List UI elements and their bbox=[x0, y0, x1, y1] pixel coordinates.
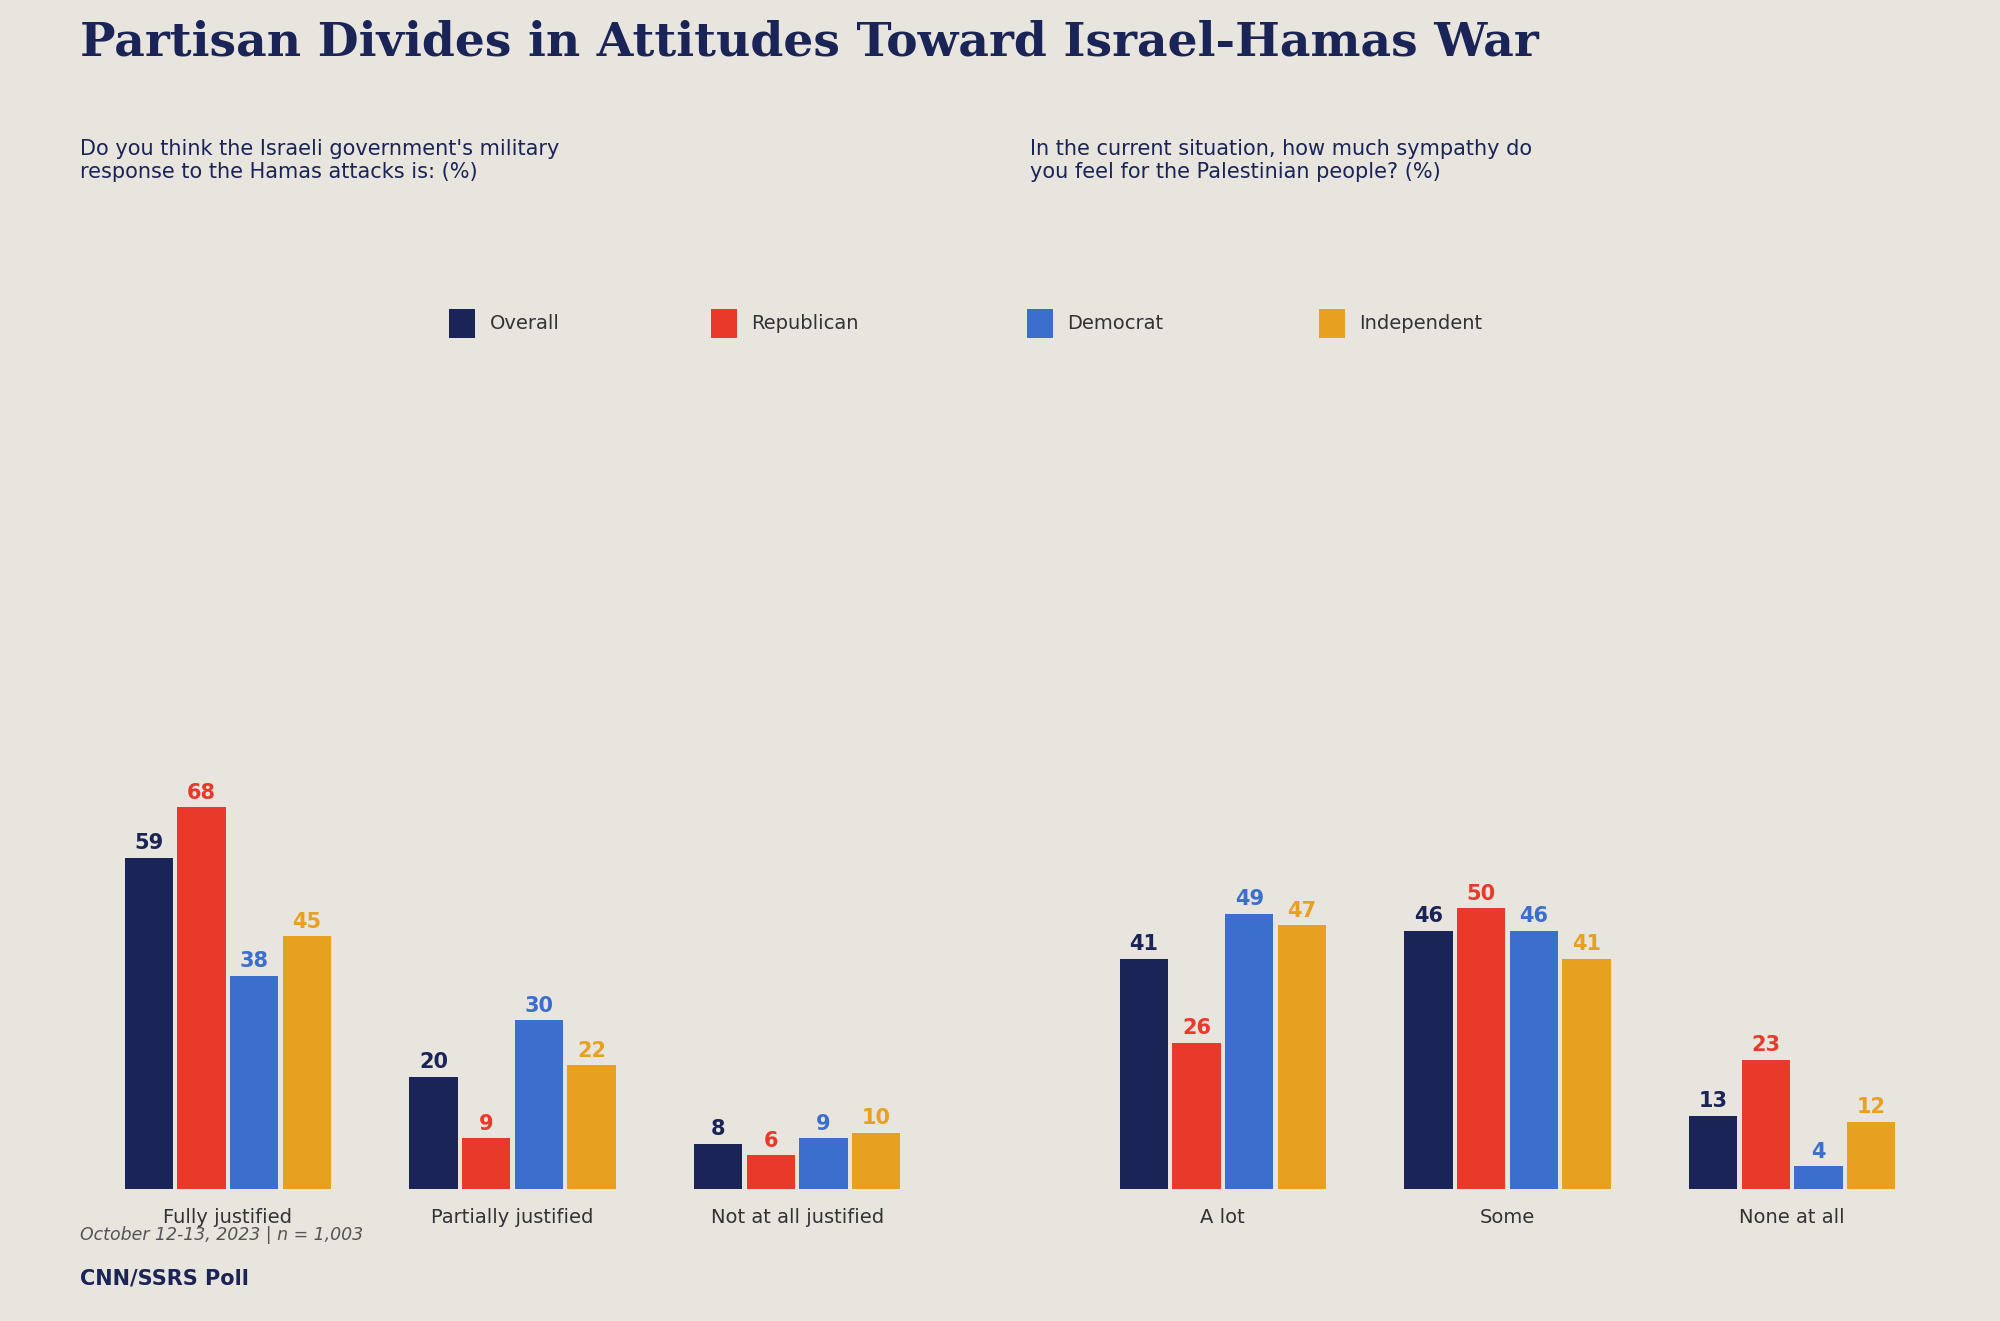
Bar bbox=[800, 1139, 848, 1189]
Bar bbox=[282, 937, 332, 1189]
Text: 9: 9 bbox=[816, 1114, 830, 1133]
Text: In the current situation, how much sympathy do
you feel for the Palestinian peop: In the current situation, how much sympa… bbox=[1030, 139, 1532, 182]
Text: 50: 50 bbox=[1466, 884, 1496, 904]
Text: 13: 13 bbox=[1698, 1091, 1728, 1111]
Text: Do you think the Israeli government's military
response to the Hamas attacks is:: Do you think the Israeli government's mi… bbox=[80, 139, 560, 182]
Text: 20: 20 bbox=[420, 1052, 448, 1073]
Text: 46: 46 bbox=[1414, 906, 1442, 926]
Bar bbox=[1794, 1166, 1842, 1189]
Text: October 12-13, 2023 | n = 1,003: October 12-13, 2023 | n = 1,003 bbox=[80, 1226, 364, 1244]
Text: Independent: Independent bbox=[1360, 314, 1482, 333]
Bar bbox=[746, 1155, 796, 1189]
Bar bbox=[852, 1132, 900, 1189]
Bar bbox=[178, 807, 226, 1189]
Bar bbox=[1224, 914, 1274, 1189]
Bar bbox=[1456, 908, 1506, 1189]
Bar bbox=[1120, 959, 1168, 1189]
Bar bbox=[1742, 1059, 1790, 1189]
Bar bbox=[1846, 1122, 1896, 1189]
Bar bbox=[462, 1139, 510, 1189]
Text: Overall: Overall bbox=[490, 314, 560, 333]
Text: 38: 38 bbox=[240, 951, 268, 971]
Text: 12: 12 bbox=[1856, 1096, 1886, 1118]
Text: 46: 46 bbox=[1520, 906, 1548, 926]
Bar bbox=[1172, 1044, 1220, 1189]
Text: 6: 6 bbox=[764, 1131, 778, 1151]
Text: Republican: Republican bbox=[752, 314, 858, 333]
Text: 9: 9 bbox=[478, 1114, 494, 1133]
Bar bbox=[1510, 930, 1558, 1189]
Text: 26: 26 bbox=[1182, 1018, 1212, 1038]
Text: Democrat: Democrat bbox=[1068, 314, 1164, 333]
Text: CNN/SSRS Poll: CNN/SSRS Poll bbox=[80, 1268, 248, 1288]
Text: 41: 41 bbox=[1572, 934, 1600, 954]
Text: 30: 30 bbox=[524, 996, 554, 1016]
Text: 45: 45 bbox=[292, 911, 322, 931]
Text: Partisan Divides in Attitudes Toward Israel-Hamas War: Partisan Divides in Attitudes Toward Isr… bbox=[80, 20, 1538, 66]
Text: 41: 41 bbox=[1130, 934, 1158, 954]
Bar bbox=[1688, 1116, 1738, 1189]
Text: 23: 23 bbox=[1752, 1036, 1780, 1055]
Bar bbox=[514, 1020, 564, 1189]
Text: 68: 68 bbox=[188, 782, 216, 803]
Bar bbox=[568, 1065, 616, 1189]
Bar bbox=[694, 1144, 742, 1189]
Text: 59: 59 bbox=[134, 834, 164, 853]
Bar bbox=[410, 1077, 458, 1189]
Bar bbox=[230, 975, 278, 1189]
Bar bbox=[1562, 959, 1610, 1189]
Text: 4: 4 bbox=[1812, 1141, 1826, 1162]
Text: 22: 22 bbox=[578, 1041, 606, 1061]
Text: 49: 49 bbox=[1234, 889, 1264, 909]
Text: 8: 8 bbox=[710, 1119, 726, 1140]
Text: 10: 10 bbox=[862, 1108, 890, 1128]
Bar bbox=[1404, 930, 1452, 1189]
Bar bbox=[1278, 925, 1326, 1189]
Bar bbox=[124, 857, 174, 1189]
Text: 47: 47 bbox=[1288, 901, 1316, 921]
